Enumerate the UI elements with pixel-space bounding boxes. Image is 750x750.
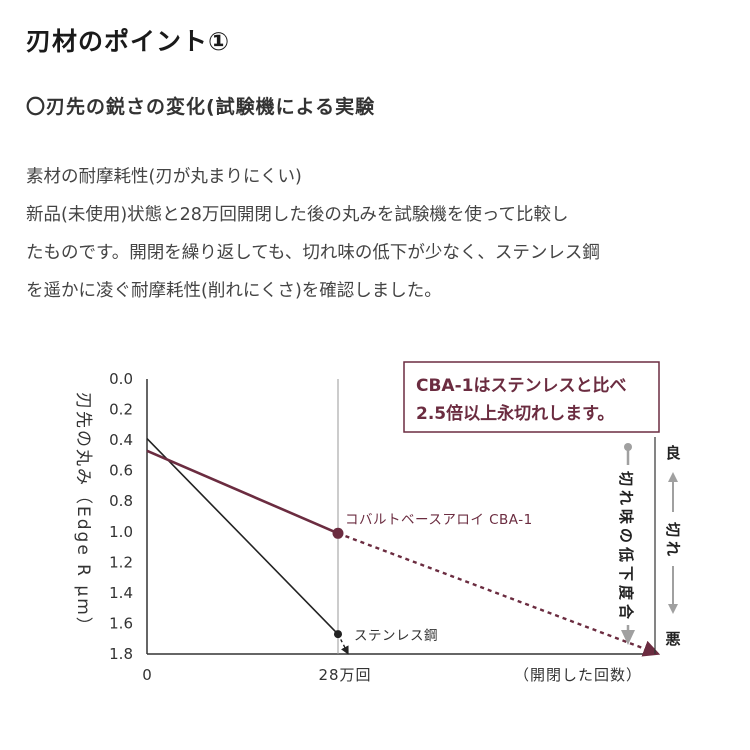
y-tick-label: 0.0 — [109, 370, 133, 388]
y-axis-label: 刃先の丸み（Edge R μm） — [73, 392, 93, 636]
x-tick-label-28man: 28万回 — [318, 666, 371, 684]
description-line: 新品(未使用)状態と28万回開閉した後の丸みを試験機を使って比較し — [26, 205, 569, 225]
data-point-cba1-28man — [332, 527, 344, 539]
description: 素材の耐摩耗性(刃が丸まりにくい) 新品(未使用)状態と28万回開閉した後の丸み… — [26, 158, 726, 310]
y-tick-label: 0.2 — [109, 401, 133, 419]
y-tick-labels: 0.0 0.2 0.4 0.6 0.8 1.0 1.2 1.4 1.6 1.8 — [109, 370, 133, 663]
y-tick-label: 1.2 — [109, 553, 133, 571]
degradation-arrow-head — [621, 630, 635, 645]
degradation-label: 切れ味の低下度合 — [617, 471, 635, 623]
scale-middle-label: 切れ — [664, 522, 682, 560]
y-tick-label: 0.4 — [109, 431, 133, 449]
scale-up-arrowhead — [668, 472, 678, 482]
x-tick-label-0: 0 — [142, 666, 152, 684]
description-line: 素材の耐摩耗性(刃が丸まりにくい) — [26, 167, 302, 187]
series-projection-stainless — [337, 633, 349, 655]
y-tick-label: 1.4 — [109, 584, 133, 602]
series-label-stainless: ステンレス鋼 — [354, 628, 438, 644]
series-line-stainless — [146, 438, 339, 635]
y-tick-label: 1.0 — [109, 523, 133, 541]
scale-good-label: 良 — [665, 444, 680, 462]
callout-line-1: CBA-1はステンレスと比べ — [416, 375, 626, 396]
section-subtitle: 〇刃先の鋭さの変化(試験機による実験 — [26, 96, 376, 118]
y-tick-label: 0.6 — [109, 462, 133, 480]
series-label-cba1: コバルトベースアロイ CBA-1 — [345, 512, 533, 528]
page-title: 刃材のポイント① — [26, 27, 231, 56]
series-projection-cba1 — [337, 532, 661, 657]
data-point-stainless-28man — [334, 630, 342, 639]
x-axis-label: （開閉した回数） — [514, 666, 642, 684]
callout-box — [403, 361, 660, 433]
y-tick-label: 1.6 — [109, 614, 133, 632]
series-line-cba1 — [146, 449, 339, 535]
y-tick-label: 1.8 — [109, 645, 133, 663]
degradation-label-bg — [618, 465, 640, 625]
description-line: たものです。開閉を繰り返しても、切れ味の低下が少なく、ステンレス鋼 — [26, 243, 600, 263]
y-tick-label: 0.8 — [109, 492, 133, 510]
scale-down-arrowhead — [668, 604, 678, 614]
scale-bad-label: 悪 — [665, 630, 680, 648]
description-line: を遥かに凌ぐ耐摩耗性(削れにくさ)を確認しました。 — [26, 281, 442, 301]
callout-line-2: 2.5倍以上永切れします。 — [416, 403, 614, 424]
